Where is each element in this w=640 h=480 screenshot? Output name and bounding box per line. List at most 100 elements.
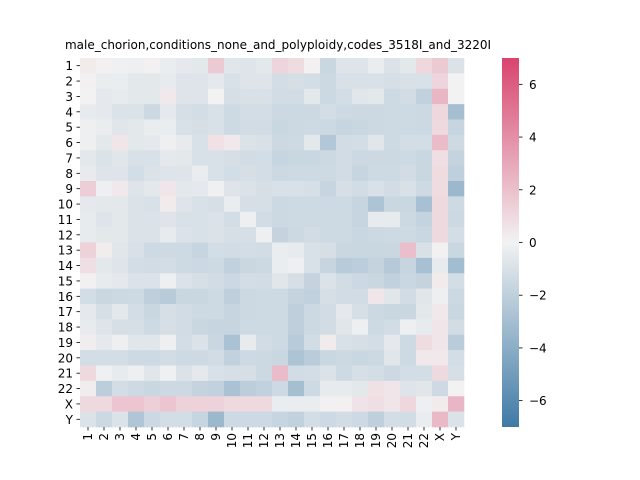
heatmap-cell-8-18 <box>352 165 369 182</box>
heatmap-cell-6-20 <box>384 134 401 151</box>
heatmap-cell-Y-12 <box>256 411 273 428</box>
heatmap-cell-Y-17 <box>336 411 353 428</box>
heatmap-cell-10-1 <box>80 196 97 213</box>
heatmap-cell-21-8 <box>192 365 209 382</box>
heatmap-cell-16-4 <box>128 288 145 305</box>
heatmap-cell-9-15 <box>304 181 321 197</box>
heatmap-cell-12-6 <box>160 227 177 243</box>
heatmap-cell-17-16 <box>320 304 337 320</box>
heatmap-cell-18-3 <box>112 319 129 336</box>
heatmap-cell-22-20 <box>384 380 401 397</box>
heatmap-cell-7-5 <box>144 150 161 166</box>
heatmap-cell-21-18 <box>352 365 369 382</box>
heatmap-cell-9-2 <box>96 181 113 197</box>
heatmap-cell-8-14 <box>288 165 305 182</box>
heatmap-cell-20-21 <box>400 350 417 366</box>
heatmap-cell-20-19 <box>368 350 385 366</box>
heatmap-cell-4-16 <box>320 104 337 120</box>
heatmap-cell-6-3 <box>112 134 129 151</box>
heatmap-cell-6-22 <box>416 134 433 151</box>
heatmap-cell-21-X <box>432 365 449 382</box>
heatmap-cell-9-5 <box>144 181 161 197</box>
heatmap-cell-2-17 <box>336 73 353 90</box>
heatmap-cell-10-15 <box>304 196 321 213</box>
heatmap-cell-3-5 <box>144 88 161 105</box>
y-tick-label: Y <box>65 413 74 427</box>
heatmap-cell-9-18 <box>352 181 369 197</box>
heatmap-cell-11-16 <box>320 211 337 228</box>
heatmap-cell-11-22 <box>416 211 433 228</box>
heatmap-cell-22-12 <box>256 380 273 397</box>
heatmap-cell-11-19 <box>368 211 385 228</box>
heatmap-cell-18-9 <box>208 319 225 336</box>
heatmap-cell-1-3 <box>112 58 129 74</box>
heatmap-cell-11-21 <box>400 211 417 228</box>
heatmap-cell-Y-20 <box>384 411 401 428</box>
heatmap-cell-9-10 <box>224 181 241 197</box>
heatmap-cell-12-9 <box>208 227 225 243</box>
heatmap-cell-8-21 <box>400 165 417 182</box>
heatmap-cell-8-16 <box>320 165 337 182</box>
heatmap-cell-16-3 <box>112 288 129 305</box>
heatmap-cell-2-14 <box>288 73 305 90</box>
heatmap-cell-5-21 <box>400 119 417 136</box>
heatmap-cell-14-5 <box>144 257 161 274</box>
heatmap-cell-7-4 <box>128 150 145 166</box>
heatmap-cell-12-12 <box>256 227 273 243</box>
heatmap-cell-21-6 <box>160 365 177 382</box>
heatmap-cell-20-9 <box>208 350 225 366</box>
heatmap-cell-11-5 <box>144 211 161 228</box>
heatmap-cell-1-18 <box>352 58 369 74</box>
heatmap-cell-X-21 <box>400 396 417 412</box>
heatmap-cell-20-20 <box>384 350 401 366</box>
heatmap-cell-7-10 <box>224 150 241 166</box>
heatmap-cell-8-13 <box>272 165 289 182</box>
heatmap-cell-2-1 <box>80 73 97 90</box>
heatmap-cell-15-16 <box>320 273 337 289</box>
y-tick-label: 22 <box>58 382 73 396</box>
heatmap-cell-21-12 <box>256 365 273 382</box>
heatmap-cell-22-5 <box>144 380 161 397</box>
x-tick-label: 18 <box>353 433 367 448</box>
heatmap-cell-16-2 <box>96 288 113 305</box>
heatmap-cell-9-14 <box>288 181 305 197</box>
heatmap-cell-5-10 <box>224 119 241 136</box>
heatmap-cell-16-8 <box>192 288 209 305</box>
heatmap-cell-14-X <box>432 257 449 274</box>
heatmap-cell-Y-10 <box>224 411 241 428</box>
heatmap-cell-21-4 <box>128 365 145 382</box>
heatmap-cell-7-13 <box>272 150 289 166</box>
heatmap-cell-13-13 <box>272 242 289 259</box>
heatmap-cell-6-X <box>432 134 449 151</box>
heatmap-cell-17-8 <box>192 304 209 320</box>
heatmap-cell-6-7 <box>176 134 193 151</box>
heatmap-cell-1-17 <box>336 58 353 74</box>
heatmap-cell-X-17 <box>336 396 353 412</box>
heatmap-cell-18-1 <box>80 319 97 336</box>
heatmap-cell-17-9 <box>208 304 225 320</box>
y-tick-label: 5 <box>65 121 73 135</box>
heatmap-cell-12-2 <box>96 227 113 243</box>
x-tick-label: 22 <box>417 433 431 448</box>
x-tick-label: 9 <box>209 433 223 441</box>
heatmap-cell-13-21 <box>400 242 417 259</box>
heatmap-cell-12-Y <box>448 227 465 243</box>
heatmap-cell-18-16 <box>320 319 337 336</box>
heatmap-cell-X-10 <box>224 396 241 412</box>
heatmap-cell-3-16 <box>320 88 337 105</box>
heatmap-cell-1-1 <box>80 58 97 74</box>
y-tick-label: 12 <box>58 228 73 242</box>
x-tick-label: 6 <box>161 433 175 441</box>
heatmap-cell-19-19 <box>368 334 385 351</box>
heatmap-cell-15-X <box>432 273 449 289</box>
heatmap-cell-18-18 <box>352 319 369 336</box>
heatmap-cell-11-13 <box>272 211 289 228</box>
heatmap-cell-10-8 <box>192 196 209 213</box>
heatmap-cell-X-18 <box>352 396 369 412</box>
heatmap-cell-5-8 <box>192 119 209 136</box>
heatmap-cell-20-13 <box>272 350 289 366</box>
heatmap-cell-Y-16 <box>320 411 337 428</box>
heatmap-cell-14-1 <box>80 257 97 274</box>
heatmap-cell-17-3 <box>112 304 129 320</box>
